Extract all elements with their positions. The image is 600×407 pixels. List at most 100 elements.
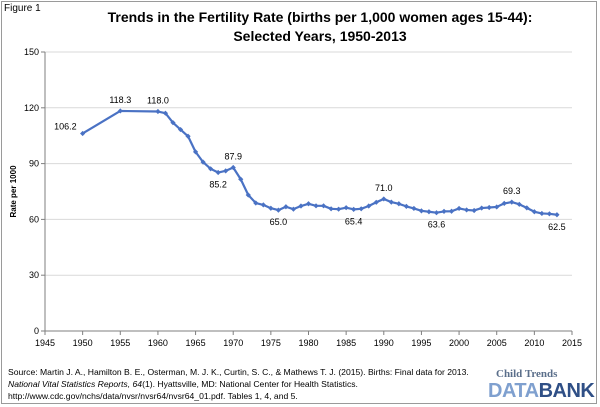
chart-title: Trends in the Fertility Rate (births per… [80, 8, 560, 46]
x-tick-label: 1965 [186, 338, 206, 348]
x-tick-label: 1990 [374, 338, 394, 348]
y-tick-label: 60 [29, 214, 39, 224]
data-point-1993 [403, 203, 409, 209]
data-point-2012 [546, 211, 553, 217]
x-tick-label: 2000 [449, 338, 469, 348]
data-point-2002 [471, 207, 477, 214]
data-point-1963 [177, 126, 184, 133]
data-label-1968: 85.2 [209, 180, 227, 190]
data-point-1990 [381, 196, 387, 202]
data-point-1979 [298, 203, 304, 209]
logo-data-text: DATA [488, 380, 539, 402]
x-tick-label: 1985 [336, 338, 356, 348]
data-point-1971 [238, 176, 244, 182]
source-journal-rest: (1). Hyattsville, MD: National Center fo… [142, 379, 358, 389]
data-point-1998 [441, 208, 447, 215]
data-point-2004 [486, 204, 492, 211]
data-point-2007 [509, 199, 515, 205]
data-label-1960: 118.0 [147, 96, 169, 106]
data-point-2003 [479, 205, 485, 211]
logo-bottom-text: DATABANK [488, 380, 595, 403]
data-label-1970: 87.9 [224, 152, 242, 162]
data-point-1980 [305, 201, 312, 207]
data-point-1997 [433, 210, 440, 216]
data-point-1973 [253, 200, 259, 206]
source-line2: National Vital Statistics Reports, 64(1)… [8, 378, 478, 390]
x-tick-label: 2015 [562, 338, 582, 348]
child-trends-databank-logo: Child Trends DATABANK [488, 368, 596, 404]
data-point-1992 [396, 201, 402, 207]
data-point-1966 [200, 159, 206, 165]
data-point-1975 [268, 205, 274, 211]
data-point-1977 [283, 204, 289, 210]
x-tick-label: 1950 [73, 338, 93, 348]
data-point-2011 [539, 210, 545, 217]
x-tick-label: 1975 [261, 338, 281, 348]
source-line3: http://www.cdc.gov/nchs/data/nvsr/nvsr64… [8, 391, 298, 401]
data-point-2010 [531, 209, 537, 215]
data-point-2006 [501, 200, 507, 207]
data-label-2007: 69.3 [503, 186, 521, 196]
data-point-1955 [117, 108, 123, 114]
data-label-2013: 62.5 [548, 222, 566, 232]
logo-bank-text: BANK [538, 380, 595, 402]
y-axis-label: Rate per 1000 [9, 165, 18, 218]
data-label-1955: 118.3 [109, 95, 131, 105]
data-point-2013 [554, 212, 560, 218]
data-point-1996 [426, 209, 432, 215]
data-point-1961 [162, 110, 169, 116]
y-tick-label: 150 [24, 47, 39, 57]
data-point-1999 [448, 208, 455, 214]
data-point-1962 [170, 120, 176, 126]
source-journal: National Vital Statistics Reports, 64 [8, 379, 143, 389]
x-tick-label: 1945 [35, 338, 55, 348]
data-point-2005 [494, 204, 500, 210]
data-point-1991 [388, 199, 394, 205]
data-point-1965 [192, 149, 199, 155]
y-tick-label: 120 [24, 103, 39, 113]
data-point-2009 [524, 205, 530, 211]
data-point-1984 [336, 206, 342, 212]
chart-title-line2: Selected Years, 1950-2013 [233, 28, 407, 44]
data-point-1964 [185, 133, 191, 139]
data-point-2008 [516, 201, 522, 207]
data-point-1989 [373, 199, 379, 205]
data-point-1995 [418, 208, 425, 214]
data-point-1988 [366, 203, 372, 209]
data-label-1997: 63.6 [428, 220, 446, 230]
data-point-1974 [260, 202, 266, 208]
data-point-1968 [215, 169, 221, 176]
chart-title-line1: Trends in the Fertility Rate (births per… [107, 9, 533, 25]
source-line1: Source: Martin J. A., Hamilton B. E., Os… [8, 367, 469, 377]
data-point-2000 [456, 205, 462, 212]
data-point-1987 [358, 206, 364, 212]
data-point-1970 [230, 164, 236, 171]
x-tick-label: 1960 [148, 338, 168, 348]
data-point-1950 [80, 130, 86, 137]
data-point-1969 [223, 168, 229, 174]
x-tick-label: 2005 [487, 338, 507, 348]
x-tick-label: 1955 [110, 338, 130, 348]
data-label-1986: 65.4 [345, 216, 363, 226]
data-point-1972 [245, 192, 251, 198]
x-tick-label: 2010 [524, 338, 544, 348]
data-point-1982 [320, 203, 327, 209]
data-label-1950: 106.2 [54, 121, 77, 131]
data-label-1990: 71.0 [375, 183, 393, 193]
data-point-1978 [290, 206, 297, 212]
data-point-2001 [464, 207, 470, 213]
data-point-1967 [208, 166, 214, 172]
data-point-1976 [275, 207, 281, 213]
y-tick-label: 90 [29, 159, 39, 169]
source-note: Source: Martin J. A., Hamilton B. E., Os… [8, 366, 478, 402]
series-line [82, 109, 558, 216]
x-tick-label: 1995 [411, 338, 431, 348]
data-point-1986 [351, 206, 357, 212]
y-tick-label: 30 [29, 270, 39, 280]
x-tick-label: 1970 [223, 338, 243, 348]
data-point-1983 [328, 206, 334, 212]
data-point-1960 [155, 108, 161, 115]
figure-label: Figure 1 [4, 3, 41, 14]
data-point-1985 [343, 205, 349, 211]
